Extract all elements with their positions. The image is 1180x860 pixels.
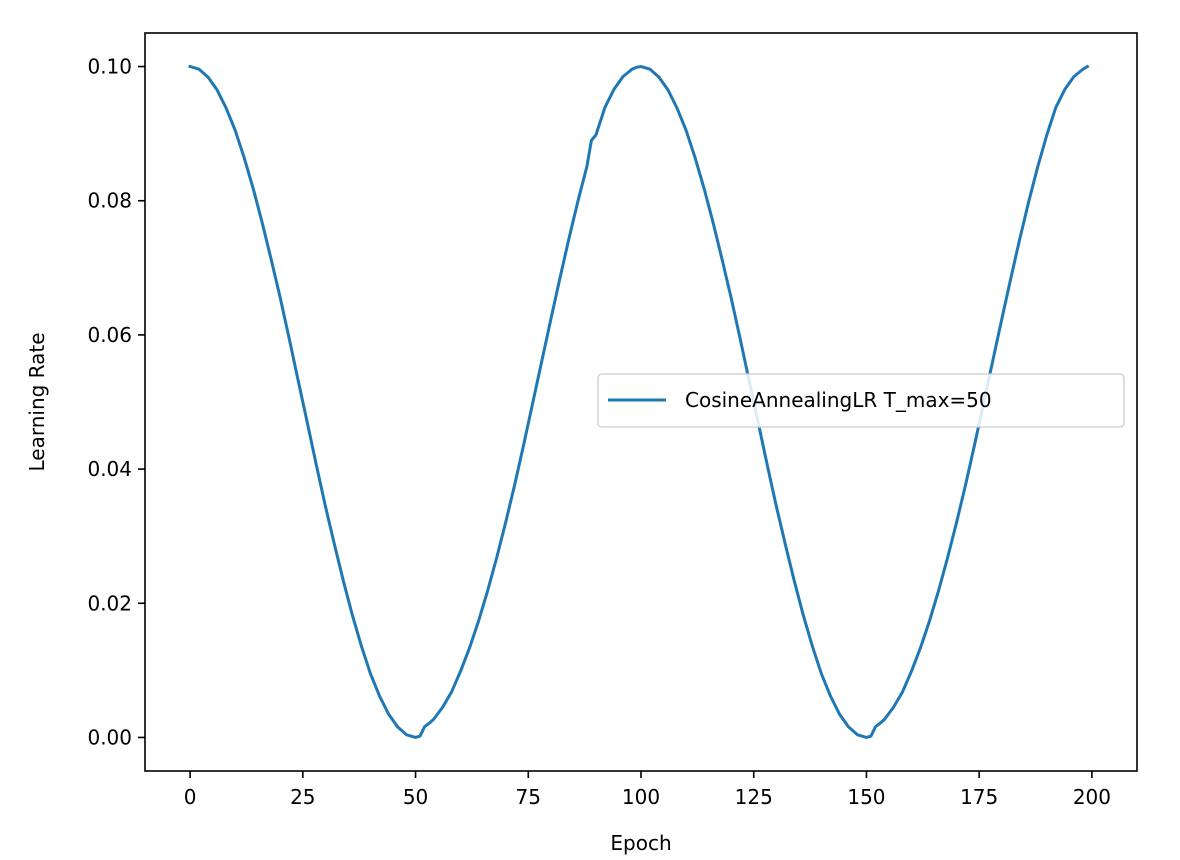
series-line-0 [188, 64, 1090, 739]
legend-box [597, 373, 1125, 428]
y-tick-label: 0.06 [87, 323, 132, 347]
x-tick-label: 75 [516, 785, 541, 809]
x-tick-label: 200 [1073, 785, 1111, 809]
y-tick-label: 0.04 [87, 457, 132, 481]
x-tick-label: 25 [290, 785, 315, 809]
x-tick-label: 125 [735, 785, 773, 809]
y-axis-label: Learning Rate [25, 332, 49, 471]
legend-label: CosineAnnealingLR T_max=50 [685, 388, 992, 412]
axis-ticks: 0 25 50 75 100 125 150 175 200 0.00 0.02 0.04 0.06 0.… [87, 55, 1111, 809]
y-tick-label: 0.08 [87, 189, 132, 213]
x-tick-label: 175 [960, 785, 998, 809]
legend: CosineAnnealingLR T_max=50 [597, 373, 1125, 428]
y-tick-label: 0.10 [87, 55, 132, 79]
x-tick-label: 0 [184, 785, 197, 809]
x-tick-label: 50 [403, 785, 428, 809]
y-tick-label: 0.00 [87, 725, 132, 749]
x-tick-label: 100 [622, 785, 660, 809]
x-tick-label: 150 [847, 785, 885, 809]
y-tick-label: 0.02 [87, 591, 132, 615]
x-axis-label: Epoch [610, 831, 671, 855]
